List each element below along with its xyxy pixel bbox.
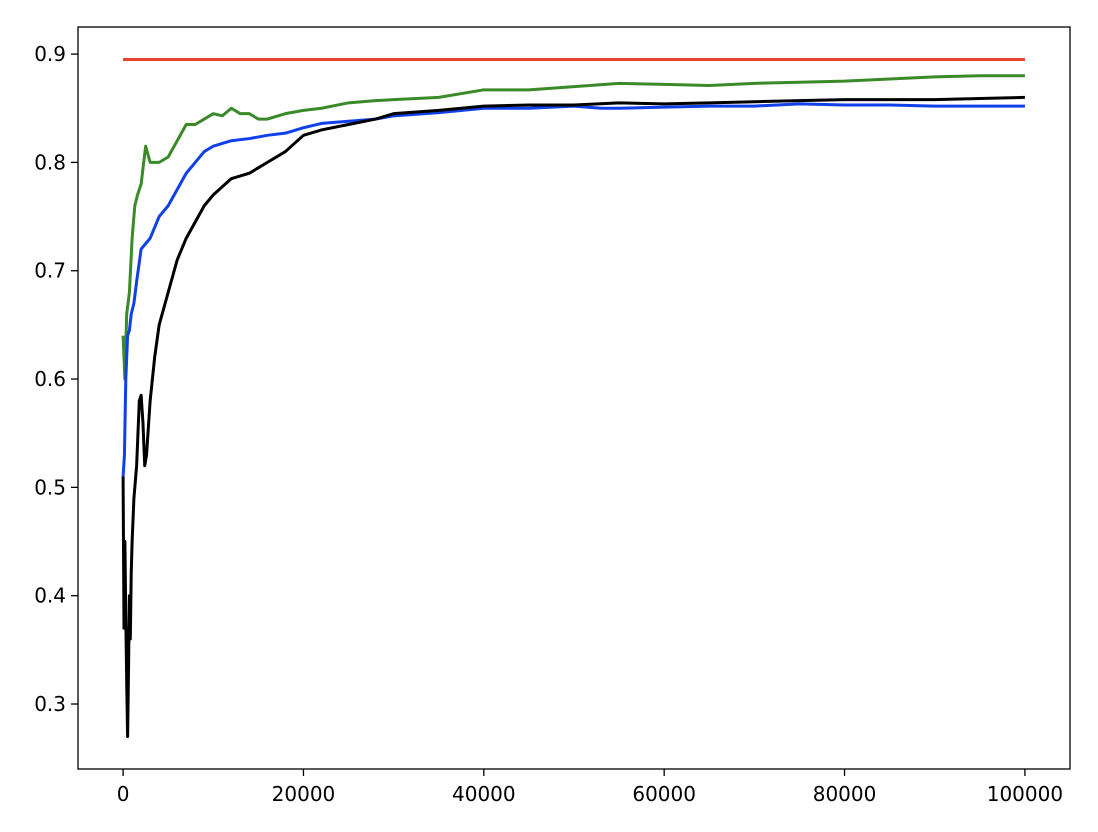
series-line-1 — [121, 74, 1025, 381]
x-tick-label: 40000 — [452, 782, 516, 806]
x-tick-label: 20000 — [272, 782, 336, 806]
x-axis: 0 20000 40000 60000 80000 100000 — [117, 769, 1063, 806]
y-tick-label: 0.4 — [34, 584, 66, 608]
series-line-2 — [121, 102, 1025, 477]
series-layer — [121, 58, 1025, 738]
x-tick-label: 100000 — [987, 782, 1063, 806]
y-tick-label: 0.3 — [34, 692, 66, 716]
y-tick-label: 0.6 — [34, 367, 66, 391]
y-tick-label: 0.7 — [34, 259, 66, 283]
plot-frame — [77, 26, 1071, 770]
x-tick-label: 60000 — [632, 782, 696, 806]
y-tick-label: 0.9 — [34, 42, 66, 66]
x-tick-label: 0 — [117, 782, 130, 806]
y-tick-label: 0.8 — [34, 150, 66, 174]
x-tick-label: 80000 — [813, 782, 877, 806]
series-line-3 — [121, 95, 1025, 738]
y-axis: 0.3 0.4 0.5 0.6 0.7 0.8 0.9 — [34, 42, 78, 716]
y-tick-label: 0.5 — [34, 475, 66, 499]
